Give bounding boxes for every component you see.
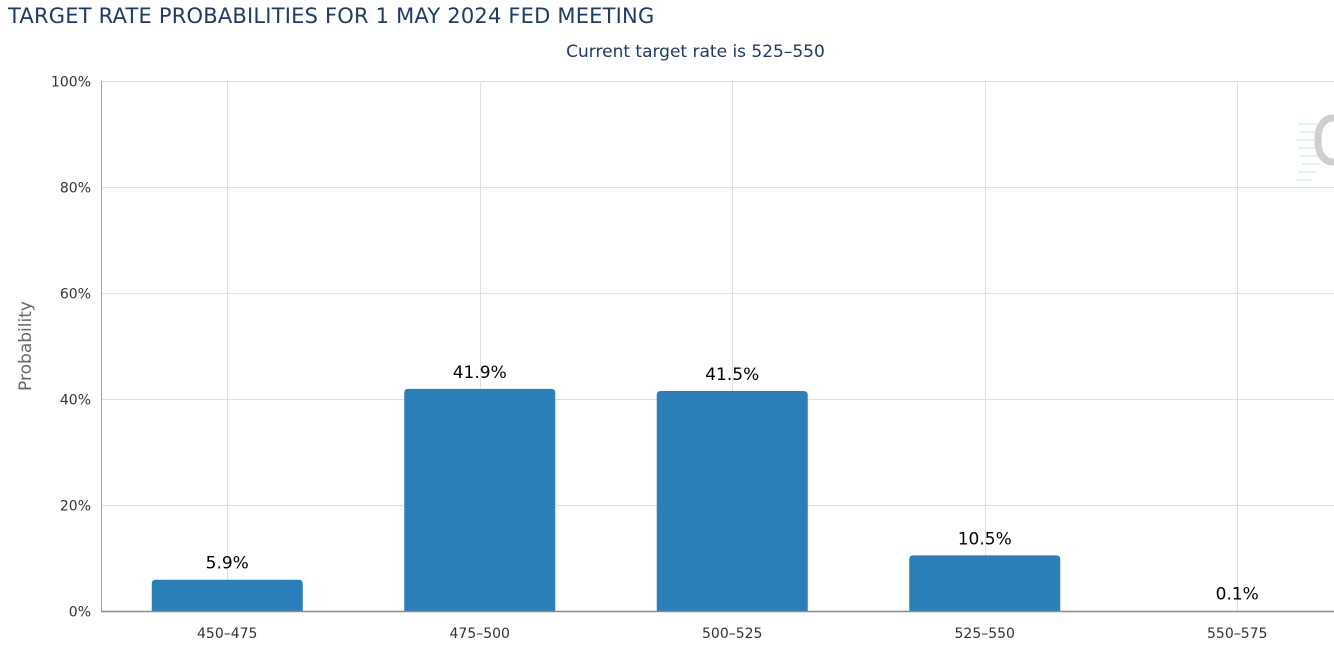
watermark-logo [1296,114,1334,181]
y-axis-title: Probability [16,301,36,391]
y-tick-label: 100% [51,75,91,91]
bar-value-label: 5.9% [206,554,249,574]
bar [909,555,1061,611]
data-labels: 5.9% 41.9% 41.5% 10.5% 0.1% [206,363,1259,605]
x-tick-label: 475–500 [450,626,510,642]
bar [656,391,808,611]
x-tick-label: 450–475 [197,626,257,642]
bars [151,388,1061,611]
bar-value-label: 0.1% [1216,584,1259,604]
chart-title: TARGET RATE PROBABILITIES FOR 1 MAY 2024… [8,4,655,28]
chart-subtitle: Current target rate is 525–550 [566,42,825,62]
bar-value-label: 41.5% [705,365,759,385]
x-tick-label: 500–525 [702,626,762,642]
bar [151,579,303,611]
bar [404,388,556,611]
y-tick-label: 0% [69,605,91,621]
y-tick-label: 60% [60,287,91,303]
x-tick-label: 550–575 [1207,626,1267,642]
bar-value-label: 10.5% [958,529,1012,549]
x-tick-label: 525–550 [955,626,1015,642]
bar-value-label: 41.9% [453,363,507,383]
y-tick-label: 20% [60,499,91,515]
y-tick-label: 80% [60,181,91,197]
y-tick-label: 40% [60,393,91,409]
axes: 0% 20% 40% 60% 80% 100% 450–475 475–500 500–525 5… [51,75,1334,642]
